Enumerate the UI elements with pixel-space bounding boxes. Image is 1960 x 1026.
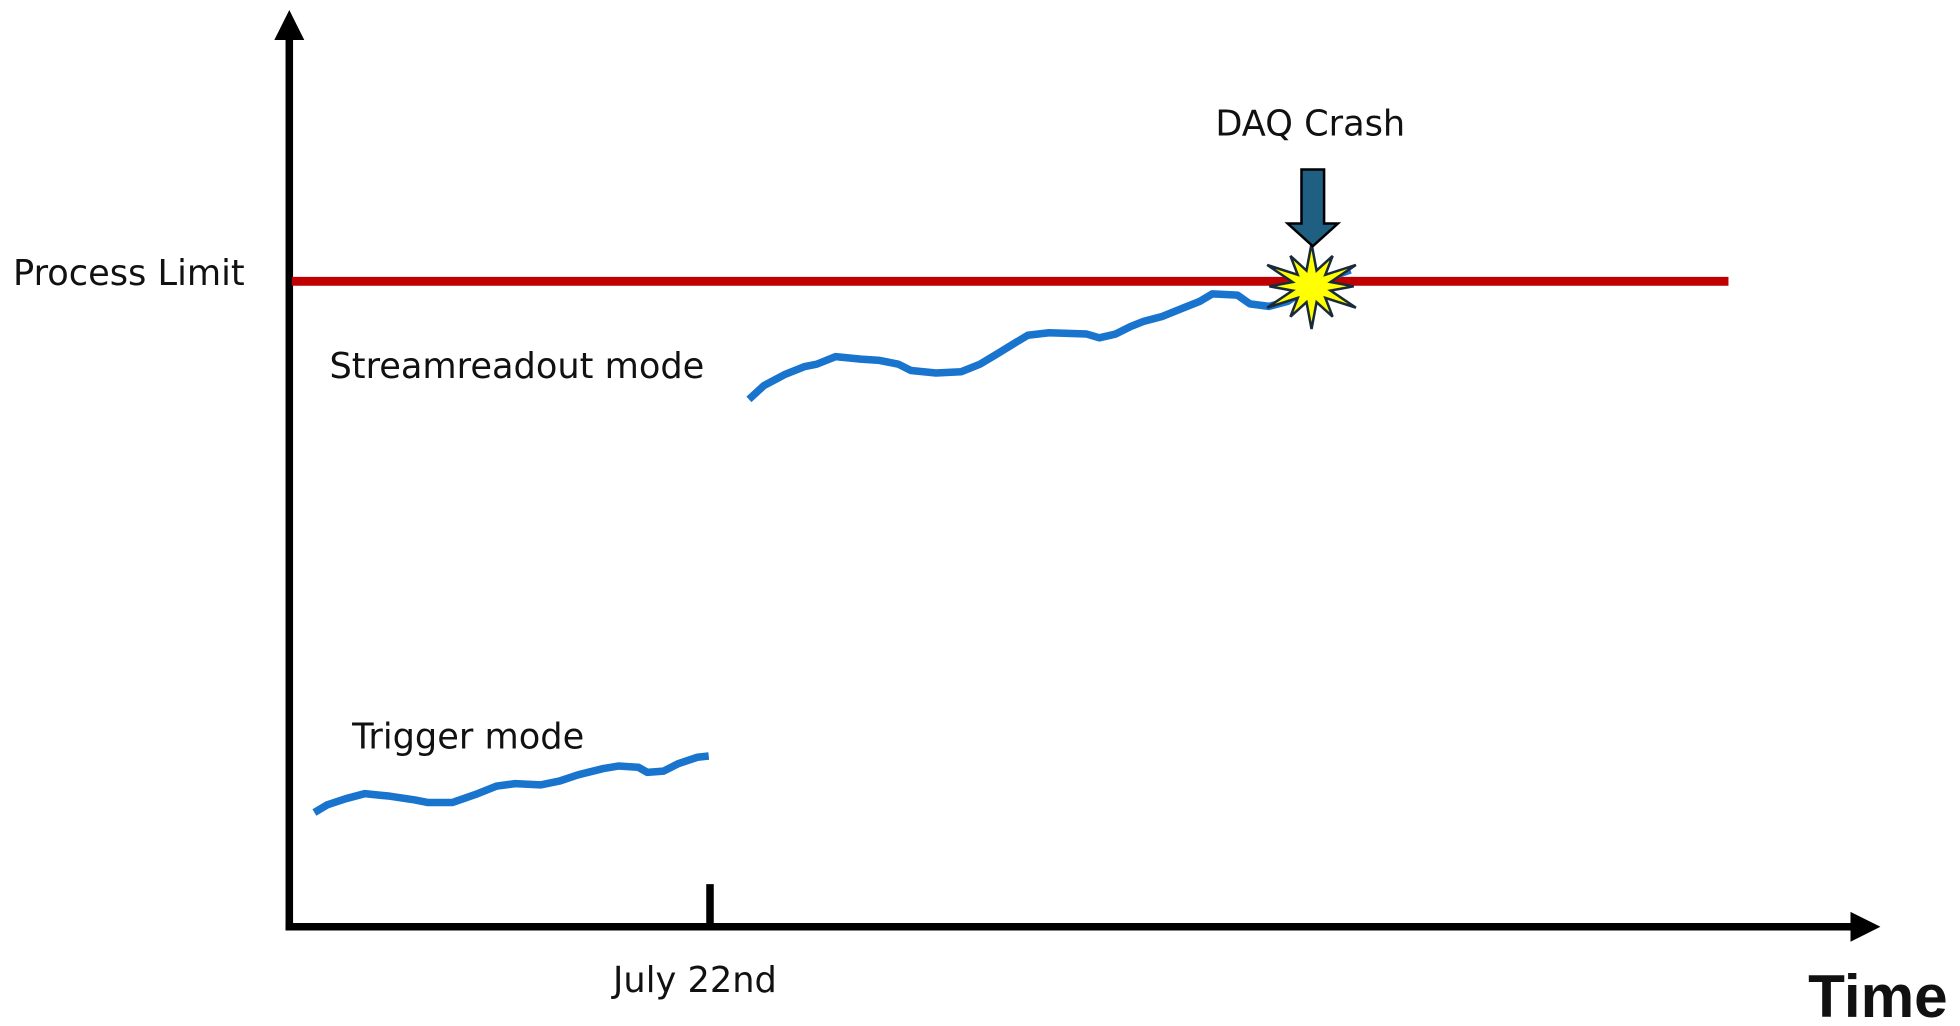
x-axis-label: Time [1808, 962, 1948, 1026]
trigger-mode-line [312, 752, 710, 816]
crash-label: DAQ Crash [1215, 104, 1405, 145]
process-limit-label: Process Limit [13, 253, 245, 294]
trigger-mode-label: Trigger mode [351, 716, 584, 757]
stream-mode-label: Streamreadout mode [329, 346, 704, 387]
date-label: July 22nd [611, 960, 777, 1001]
crash-burst [1266, 243, 1357, 330]
crash-arrow [1284, 168, 1342, 248]
stream-mode-line [746, 266, 1352, 403]
